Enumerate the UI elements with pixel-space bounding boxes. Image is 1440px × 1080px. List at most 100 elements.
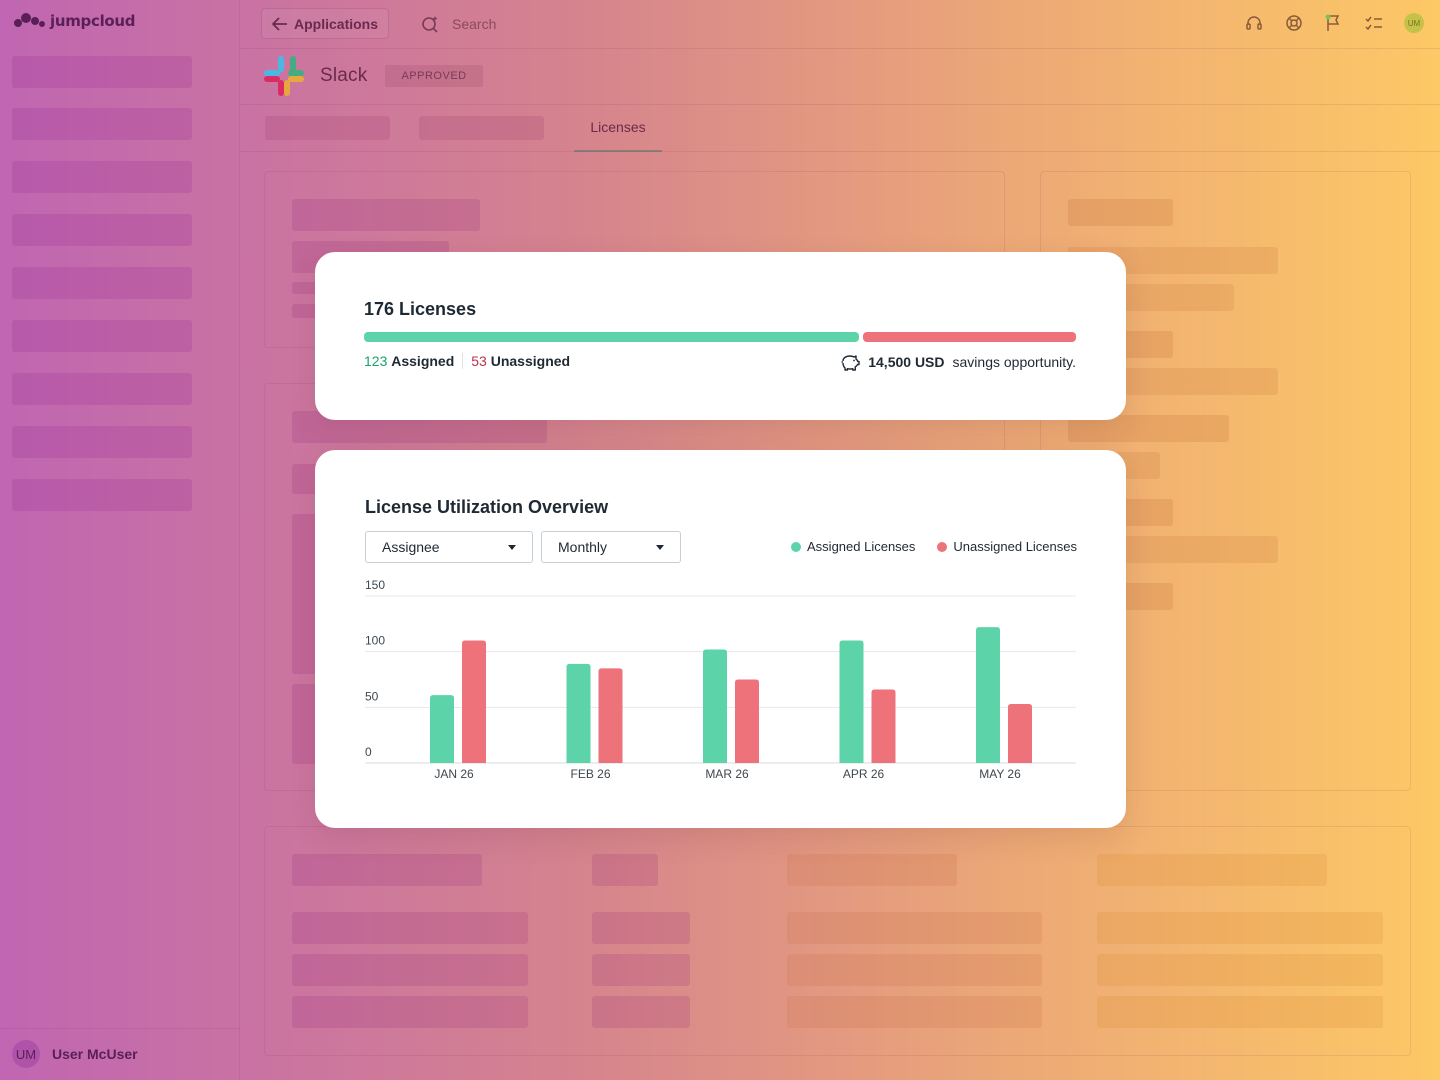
bar-assigned xyxy=(976,627,1000,763)
placeholder-block xyxy=(1097,854,1327,886)
bar-unassigned xyxy=(598,668,623,763)
x-tick-label: JAN 26 xyxy=(434,767,474,781)
sidebar-item[interactable] xyxy=(12,214,192,246)
license-allocation-bar xyxy=(364,332,1076,342)
period-dropdown[interactable]: Monthly xyxy=(541,531,681,563)
placeholder-block xyxy=(592,912,690,944)
placeholder-block xyxy=(787,954,1042,986)
unassigned-segment xyxy=(862,332,1076,342)
x-tick-label: APR 26 xyxy=(843,767,885,781)
placeholder-block xyxy=(1097,912,1383,944)
piggy-bank-icon xyxy=(841,355,860,371)
placeholder-block xyxy=(1097,954,1383,986)
bar-assigned xyxy=(839,640,864,763)
tabs-divider xyxy=(240,151,1440,152)
utilization-title: License Utilization Overview xyxy=(365,497,609,517)
sidebar-divider xyxy=(0,1028,240,1029)
app-header: Slack APPROVED xyxy=(264,56,483,96)
y-tick-label: 0 xyxy=(365,745,372,759)
sidebar-item[interactable] xyxy=(12,161,192,193)
assigned-label: Assigned xyxy=(391,353,455,369)
legend-item-unassigned[interactable]: Unassigned Licenses xyxy=(937,539,1077,554)
savings-opportunity: 14,500 USD savings opportunity. xyxy=(840,353,1076,371)
app-name: Slack xyxy=(320,65,368,86)
caret-down-icon xyxy=(656,544,664,550)
sidebar-item[interactable] xyxy=(12,426,192,458)
flag-icon[interactable] xyxy=(1324,13,1344,33)
license-counts: 123 Assigned 53 Unassigned xyxy=(364,353,570,369)
placeholder-block xyxy=(787,854,957,886)
placeholder-block xyxy=(292,954,528,986)
tab-placeholder[interactable] xyxy=(419,116,544,140)
checklist-icon[interactable] xyxy=(1364,13,1384,33)
status-badge: APPROVED xyxy=(385,65,483,87)
chart-legend: Assigned Licenses Unassigned Licenses xyxy=(791,539,1077,554)
unassigned-label: Unassigned xyxy=(490,353,571,369)
sidebar-item[interactable] xyxy=(12,320,192,352)
x-tick-label: MAR 26 xyxy=(705,767,749,781)
top-toolbar: UM xyxy=(1244,13,1424,33)
y-tick-label: 100 xyxy=(365,634,385,648)
sidebar: jumpcloud UM User McUser xyxy=(0,0,240,1080)
tab-placeholder[interactable] xyxy=(265,116,390,140)
sidebar-item[interactable] xyxy=(12,373,192,405)
placeholder-block xyxy=(787,996,1042,1028)
license-utilization-card: License Utilization Overview Assignee Mo… xyxy=(315,450,1126,828)
assignee-dropdown-value: Assignee xyxy=(382,539,440,555)
placeholder-block xyxy=(592,996,690,1028)
savings-text: savings opportunity. xyxy=(952,354,1076,370)
placeholder-block xyxy=(592,954,690,986)
placeholder-block xyxy=(592,854,658,886)
divider xyxy=(462,353,464,369)
avatar[interactable]: UM xyxy=(1404,13,1424,33)
x-tick-label: FEB 26 xyxy=(570,767,610,781)
bar-assigned xyxy=(566,663,591,763)
legend-item-assigned[interactable]: Assigned Licenses xyxy=(791,539,915,554)
placeholder-block xyxy=(292,282,322,294)
licenses-total: 176 Licenses xyxy=(364,299,477,319)
utilization-bar-chart: 0 50 100 150 JAN 26 FEB 26 MAR 26 APR 26 MAY 26 xyxy=(365,578,1076,781)
user-menu[interactable]: UM User McUser xyxy=(12,1040,138,1068)
legend-dot-unassigned xyxy=(937,541,948,552)
y-tick-label: 50 xyxy=(365,689,379,703)
help-wheel-icon[interactable] xyxy=(1284,13,1304,33)
sidebar-item[interactable] xyxy=(12,108,192,140)
arrow-left-icon xyxy=(272,16,287,31)
savings-amount: 14,500 USD xyxy=(868,354,945,370)
bar-unassigned xyxy=(462,640,486,763)
legend-dot-assigned xyxy=(791,541,802,552)
caret-down-icon xyxy=(508,544,516,550)
user-name: User McUser xyxy=(52,1046,138,1062)
headset-icon[interactable] xyxy=(1244,13,1264,33)
brand-name: jumpcloud xyxy=(50,12,136,30)
bar-unassigned xyxy=(735,679,759,763)
assignee-dropdown[interactable]: Assignee xyxy=(365,531,533,563)
sidebar-item[interactable] xyxy=(12,56,192,88)
placeholder-block xyxy=(292,996,528,1028)
background-table-panel xyxy=(264,826,1411,1056)
sidebar-item[interactable] xyxy=(12,267,192,299)
topbar-divider xyxy=(240,48,1440,49)
placeholder-block xyxy=(292,854,482,886)
y-tick-label: 150 xyxy=(365,578,385,592)
tab-licenses[interactable]: Licenses xyxy=(574,104,662,152)
placeholder-block xyxy=(292,304,322,318)
search-sparkle-icon xyxy=(422,16,438,33)
bar-assigned xyxy=(430,695,454,763)
jumpcloud-logo[interactable]: jumpcloud xyxy=(12,12,136,30)
x-tick-label: MAY 26 xyxy=(979,767,1021,781)
sidebar-item[interactable] xyxy=(12,479,192,511)
placeholder-block xyxy=(1068,199,1173,226)
legend-label-unassigned: Unassigned Licenses xyxy=(953,539,1077,554)
assigned-count: 123 xyxy=(364,353,388,369)
legend-label-assigned: Assigned Licenses xyxy=(807,539,916,554)
back-to-applications-button[interactable]: Applications xyxy=(261,8,390,39)
slack-logo-icon xyxy=(264,56,304,96)
assigned-segment xyxy=(364,332,859,342)
placeholder-block xyxy=(292,912,528,944)
unassigned-count: 53 xyxy=(471,353,487,369)
cloud-logo-icon xyxy=(14,13,45,27)
search-input[interactable]: Search xyxy=(420,14,496,34)
bar-unassigned xyxy=(1008,703,1032,763)
back-label: Applications xyxy=(294,15,379,32)
